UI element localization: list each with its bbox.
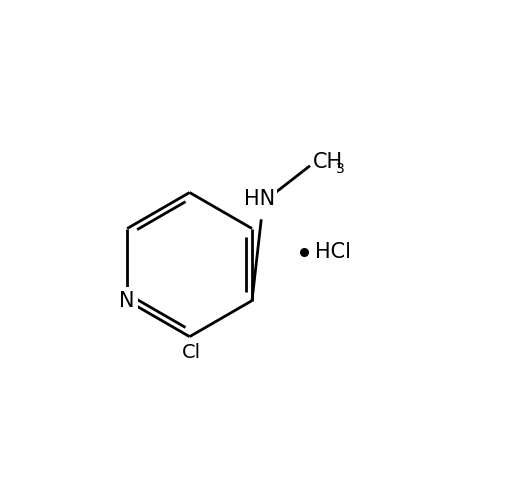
Text: CH: CH [313,152,343,172]
Text: 3: 3 [336,162,345,177]
Text: N: N [119,290,135,311]
Text: Cl: Cl [182,343,201,361]
Text: HN: HN [244,189,275,209]
Text: HCl: HCl [314,241,351,262]
